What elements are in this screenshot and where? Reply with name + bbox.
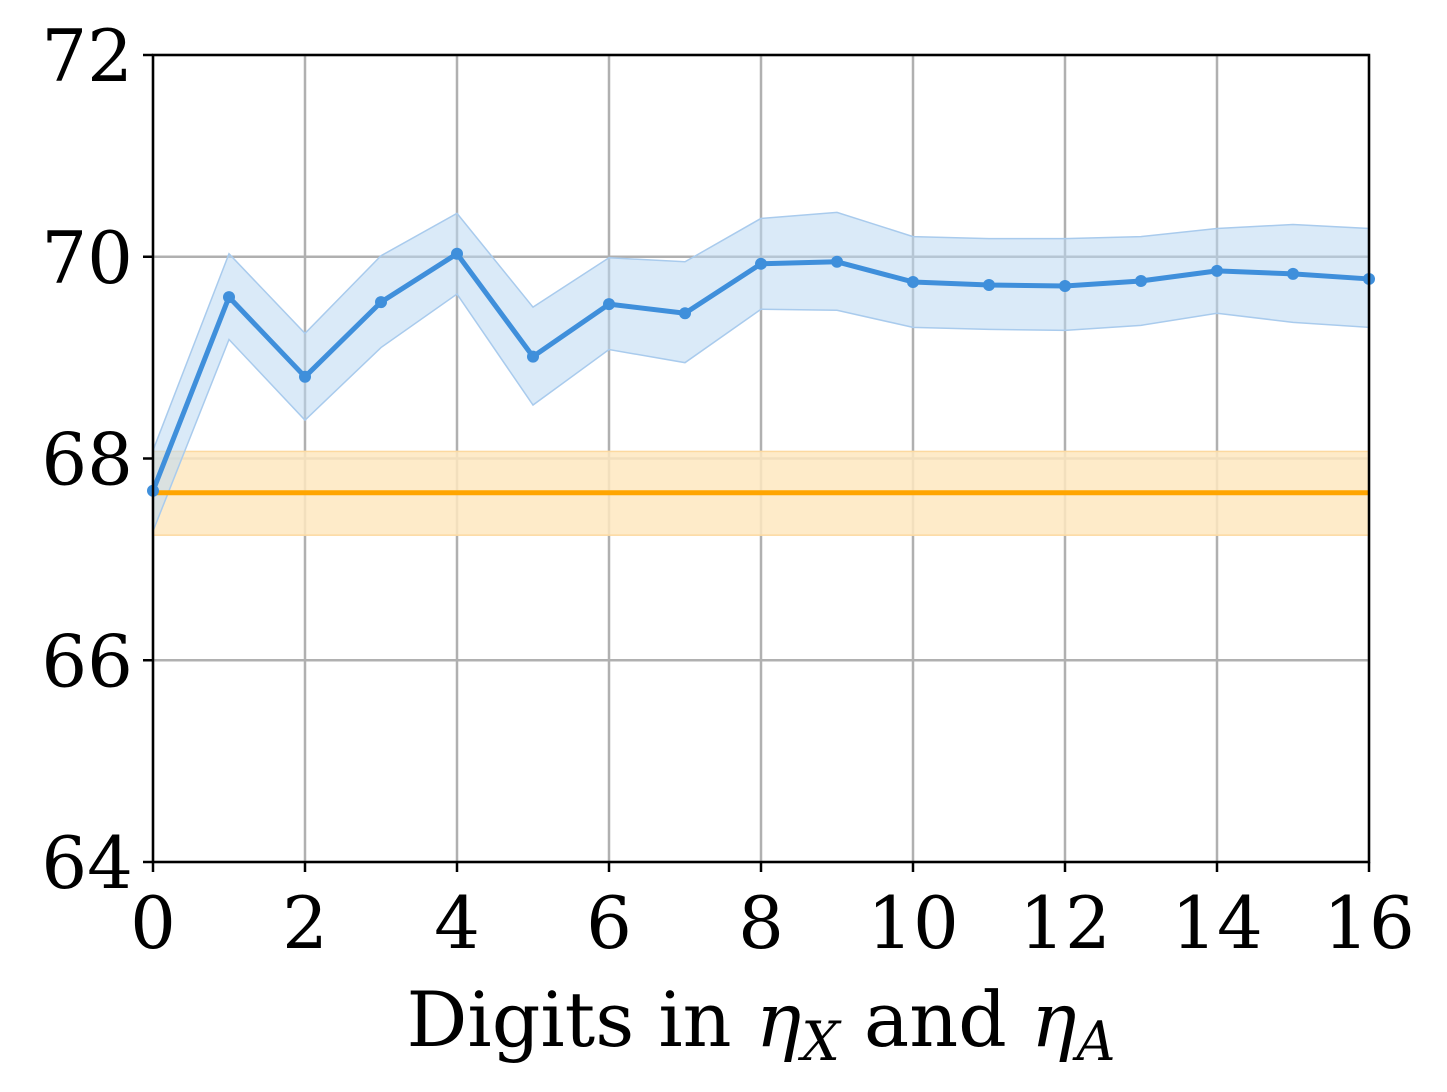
data-point — [679, 307, 691, 320]
x-tick-label: 16 — [1323, 881, 1415, 965]
data-point — [1059, 280, 1071, 293]
x-tick-label: 8 — [738, 881, 784, 965]
y-tick-label: 68 — [41, 418, 133, 502]
x-tick-label: 12 — [1019, 881, 1111, 965]
x-axis-label-sub1: X — [797, 1010, 842, 1073]
data-point — [1211, 264, 1223, 277]
y-tick-label: 70 — [41, 216, 133, 300]
data-point — [755, 257, 767, 270]
y-tick-label: 72 — [41, 14, 133, 98]
data-point — [907, 275, 919, 288]
y-tick-label: 64 — [41, 821, 133, 905]
data-point — [983, 278, 995, 291]
data-point — [603, 298, 615, 311]
x-axis-label-pre: Digits in — [406, 975, 755, 1064]
x-axis-label-mid: and — [840, 975, 1031, 1064]
data-point — [375, 296, 387, 309]
x-axis-label-var2: η — [1031, 975, 1077, 1064]
data-point — [451, 247, 463, 260]
x-axis-label: Digits in ηX and ηA — [406, 975, 1115, 1073]
data-point — [223, 291, 235, 304]
x-tick-label: 10 — [867, 881, 959, 965]
x-tick-label: 0 — [130, 881, 176, 965]
x-axis-label-sub2: A — [1072, 1010, 1116, 1073]
x-tick-label: 6 — [586, 881, 632, 965]
x-axis-label-var1: η — [756, 975, 802, 1064]
x-tick-label: 4 — [434, 881, 480, 965]
data-point — [1135, 274, 1147, 287]
data-point — [299, 370, 311, 383]
series-points — [147, 247, 1375, 497]
x-tick-label: 2 — [282, 881, 328, 965]
data-point — [527, 350, 539, 363]
y-tick-label: 66 — [41, 619, 133, 703]
data-point — [1287, 267, 1299, 280]
data-point — [831, 255, 843, 268]
x-tick-label: 14 — [1171, 881, 1263, 965]
